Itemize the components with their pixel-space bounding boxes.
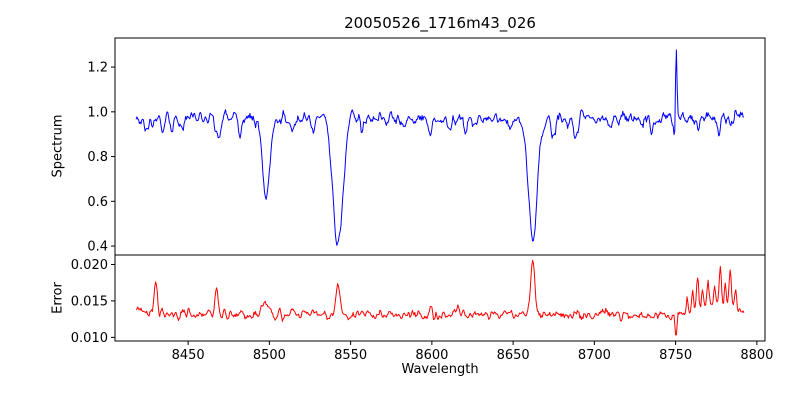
spectrum-line bbox=[135, 49, 744, 246]
x-tick-label: 8700 bbox=[578, 348, 611, 363]
spectrum-y-tick-label: 1.2 bbox=[87, 61, 108, 76]
error-y-axis-label: Error bbox=[50, 282, 66, 314]
spectrum-y-tick-label: 0.4 bbox=[87, 240, 108, 255]
error-y-tick-label: 0.015 bbox=[71, 294, 108, 309]
error-line bbox=[135, 259, 745, 336]
x-tick-label: 8600 bbox=[415, 348, 448, 363]
x-tick-label: 8450 bbox=[172, 348, 205, 363]
spectrum-y-tick-label: 0.8 bbox=[87, 150, 108, 165]
error-y-tick-label: 0.020 bbox=[71, 258, 108, 273]
x-tick-label: 8500 bbox=[253, 348, 286, 363]
x-axis-label: Wavelength bbox=[401, 362, 479, 377]
x-tick-label: 8750 bbox=[659, 348, 692, 363]
error-axes-spines bbox=[114, 254, 766, 342]
spectrum-y-tick-label: 1.0 bbox=[87, 105, 108, 120]
spectrum-y-tick-label: 0.6 bbox=[87, 195, 108, 210]
error-y-tick-label: 0.010 bbox=[71, 331, 108, 346]
x-tick-label: 8550 bbox=[334, 348, 367, 363]
x-tick-label: 8800 bbox=[740, 348, 773, 363]
spectrum-y-axis-label: Spectrum bbox=[50, 114, 66, 178]
chart-title: 20050526_1716m43_026 bbox=[344, 14, 536, 32]
x-tick-label: 8650 bbox=[497, 348, 530, 363]
spectrum-plot-area bbox=[115, 38, 765, 255]
error-plot-area bbox=[115, 255, 765, 341]
